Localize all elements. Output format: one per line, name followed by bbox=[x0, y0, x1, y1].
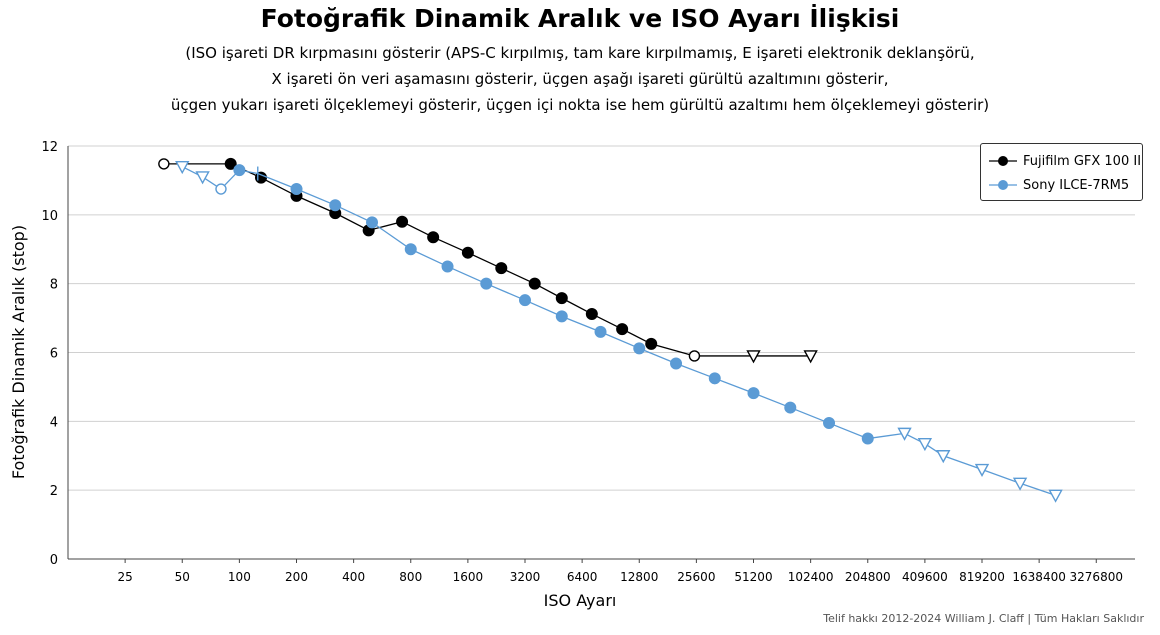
x-tick-label: 1638400 bbox=[1012, 570, 1065, 584]
data-point bbox=[708, 372, 721, 385]
subtitle-line-2: X işareti ön veri aşamasını gösterir, üç… bbox=[271, 70, 889, 88]
data-point bbox=[917, 438, 933, 452]
data-point bbox=[585, 307, 598, 320]
data-point bbox=[329, 199, 342, 212]
data-point bbox=[195, 171, 210, 185]
data-point bbox=[555, 292, 568, 305]
x-tick-label: 800 bbox=[399, 570, 422, 584]
legend-item-sony: Sony ILCE-7RM5 bbox=[989, 175, 1129, 195]
y-tick-label: 4 bbox=[50, 415, 58, 430]
data-point bbox=[594, 325, 607, 338]
data-point bbox=[215, 183, 227, 195]
y-tick-label: 10 bbox=[41, 209, 58, 224]
data-point bbox=[290, 183, 303, 196]
x-tick-label: 1600 bbox=[453, 570, 484, 584]
data-point bbox=[175, 160, 190, 175]
data-point bbox=[555, 310, 568, 323]
data-point bbox=[233, 164, 246, 177]
tick-labels: 0 2 4 6 8 10 12 25 50 100 200 400 800 1600 3200 6400 128… bbox=[41, 140, 1123, 584]
x-tick-label: 100 bbox=[228, 570, 251, 584]
chart-title: Fotoğrafik Dinamik Aralık ve ISO Ayarı İ… bbox=[260, 4, 900, 33]
legend-marker-sony bbox=[989, 180, 1017, 190]
x-tick-label: 102400 bbox=[788, 570, 834, 584]
legend-marker-fujifilm bbox=[989, 156, 1017, 166]
x-tick-label: 200 bbox=[285, 570, 308, 584]
legend: Fujifilm GFX 100 II Sony ILCE-7RM5 bbox=[980, 143, 1143, 201]
data-point bbox=[1048, 489, 1063, 503]
x-tick-label: 25 bbox=[117, 570, 132, 584]
data-point bbox=[746, 350, 761, 364]
copyright-notice: Telif hakkı 2012-2024 William J. Claff |… bbox=[823, 612, 1144, 625]
data-point bbox=[936, 450, 951, 464]
data-point bbox=[670, 357, 683, 370]
data-point bbox=[404, 243, 417, 256]
data-point bbox=[480, 277, 493, 290]
series-fujifilm bbox=[158, 157, 818, 364]
data-point bbox=[633, 342, 646, 355]
series-sony bbox=[175, 160, 1063, 503]
subtitle-line-3: üçgen yukarı işareti ölçeklemeyi gösteri… bbox=[170, 96, 990, 114]
data-point bbox=[645, 337, 658, 350]
x-tick-label: 409600 bbox=[902, 570, 948, 584]
data-point bbox=[1012, 477, 1028, 491]
x-tick-label: 6400 bbox=[567, 570, 598, 584]
data-point bbox=[616, 323, 629, 336]
data-point bbox=[974, 463, 990, 477]
x-tick-label: 819200 bbox=[959, 570, 1005, 584]
data-point bbox=[747, 387, 760, 400]
data-point bbox=[224, 157, 237, 170]
data-point bbox=[441, 260, 454, 273]
x-tick-label: 12800 bbox=[620, 570, 658, 584]
y-tick-label: 0 bbox=[50, 553, 58, 568]
series-layer bbox=[158, 157, 1063, 503]
grid-lines bbox=[68, 145, 1135, 491]
y-tick-label: 2 bbox=[50, 484, 58, 499]
data-point bbox=[823, 417, 836, 430]
data-point bbox=[427, 231, 440, 244]
data-point bbox=[784, 401, 797, 414]
axes bbox=[67, 146, 1135, 563]
data-point bbox=[803, 350, 818, 364]
x-tick-label: 25600 bbox=[677, 570, 715, 584]
legend-label-fujifilm: Fujifilm GFX 100 II bbox=[1023, 153, 1142, 169]
x-tick-label: 204800 bbox=[845, 570, 891, 584]
x-tick-label: 400 bbox=[342, 570, 365, 584]
data-point bbox=[897, 427, 912, 441]
series-line bbox=[163, 163, 811, 357]
data-point bbox=[461, 246, 474, 259]
data-point bbox=[366, 216, 379, 229]
x-tick-label: 50 bbox=[175, 570, 190, 584]
subtitle-line-1: (ISO işareti DR kırpmasını gösterir (APS… bbox=[185, 44, 975, 62]
legend-label-sony: Sony ILCE-7RM5 bbox=[1023, 177, 1130, 193]
data-point bbox=[396, 215, 409, 228]
data-point bbox=[528, 277, 541, 290]
legend-item-fujifilm: Fujifilm GFX 100 II bbox=[989, 151, 1141, 171]
data-point bbox=[861, 432, 874, 445]
data-point bbox=[495, 262, 508, 275]
x-tick-label: 3200 bbox=[510, 570, 541, 584]
y-tick-label: 8 bbox=[50, 278, 58, 293]
y-tick-label: 6 bbox=[50, 347, 58, 362]
y-axis-label: Fotoğrafik Dinamik Aralık (stop) bbox=[9, 225, 28, 479]
data-point bbox=[688, 350, 701, 362]
chart-subtitle: (ISO işareti DR kırpmasını gösterir (APS… bbox=[0, 40, 1160, 118]
x-tick-label: 3276800 bbox=[1070, 570, 1123, 584]
data-point bbox=[158, 158, 170, 170]
data-point bbox=[519, 294, 532, 307]
y-tick-label: 12 bbox=[41, 140, 58, 155]
x-axis-label: ISO Ayarı bbox=[544, 591, 617, 610]
x-tick-label: 51200 bbox=[734, 570, 772, 584]
